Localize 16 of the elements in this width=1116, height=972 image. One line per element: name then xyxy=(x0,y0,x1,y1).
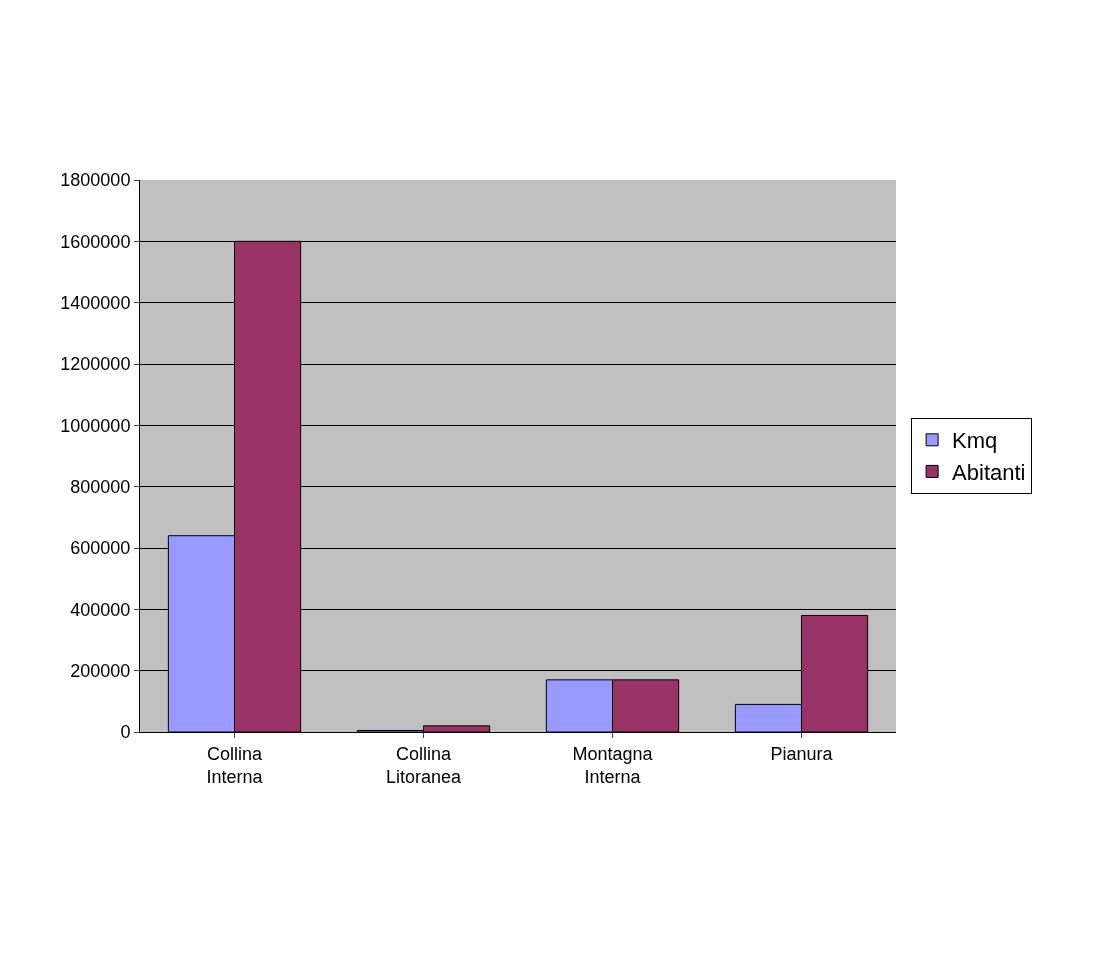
legend-label: Kmq xyxy=(952,428,998,454)
y-tick-label: 1400000 xyxy=(60,292,131,313)
y-tick-label: 1200000 xyxy=(60,354,131,375)
y-tick-label: 800000 xyxy=(70,476,131,497)
x-tick-label: Collina Litoranea xyxy=(385,743,463,787)
y-tick-label: 1600000 xyxy=(60,231,131,252)
x-tick-label: Collina Interna xyxy=(206,743,264,787)
x-tick-label: Pianura xyxy=(770,743,834,764)
y-tick-label: 1000000 xyxy=(60,415,131,436)
y-tick-label: 600000 xyxy=(70,538,131,559)
x-tick-label: Montagna Interna xyxy=(572,743,654,787)
y-tick-label: 0 xyxy=(120,722,131,743)
y-tick-label: 1800000 xyxy=(60,170,131,191)
legend-label: Abitanti xyxy=(952,459,1026,485)
y-tick-label: 200000 xyxy=(70,660,131,681)
y-tick-label: 400000 xyxy=(70,599,131,620)
